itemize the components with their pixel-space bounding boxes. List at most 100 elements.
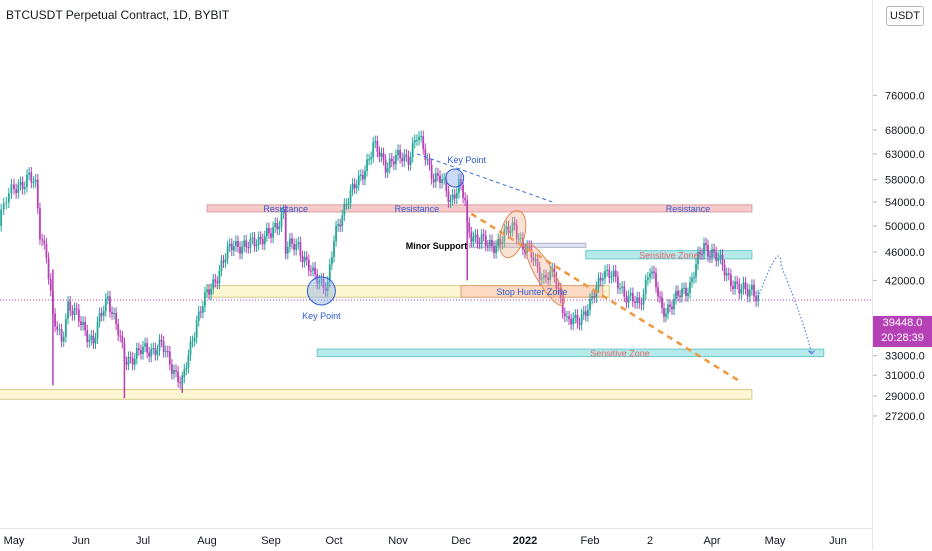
candle-body — [441, 179, 443, 183]
candle-body — [67, 301, 69, 319]
candle-body — [131, 357, 134, 365]
candle-body — [723, 265, 726, 276]
price-axis[interactable]: 76000.0 68000.0 63000.0 58000.0 54000.0 50000… — [872, 0, 932, 550]
candle-body — [755, 296, 757, 302]
candle-body — [307, 260, 310, 271]
candle-body — [495, 245, 497, 254]
candle-body — [572, 317, 575, 325]
candle-body — [181, 377, 184, 384]
candle-body — [476, 234, 479, 243]
candle-body — [432, 178, 435, 183]
candle-body — [88, 339, 91, 343]
candle-body — [709, 256, 711, 258]
candle-body — [491, 239, 493, 247]
candle-body — [168, 351, 171, 365]
candle-body — [357, 175, 360, 186]
candle-body — [320, 278, 323, 281]
candle-body — [468, 222, 471, 233]
trendline-blue — [416, 153, 553, 203]
candle-body — [746, 288, 749, 297]
candle-body — [536, 258, 539, 268]
candle-body — [96, 322, 99, 339]
candle-body — [559, 288, 562, 298]
candle-body — [753, 284, 755, 297]
candle-body — [214, 279, 217, 282]
candle-body — [140, 350, 142, 354]
candle-body — [455, 192, 458, 199]
candle-body — [744, 282, 747, 289]
candle-body — [54, 313, 56, 327]
candle-body — [90, 335, 93, 340]
candle-body — [437, 173, 439, 176]
candle-body — [318, 280, 321, 284]
candle-body — [146, 343, 149, 353]
candle-body — [257, 236, 260, 245]
candle-body — [675, 290, 677, 299]
candle-body — [474, 234, 477, 237]
zone-support-2 — [0, 389, 753, 400]
candle-body — [270, 233, 272, 238]
candle-body — [206, 289, 208, 293]
candle-body — [534, 258, 537, 261]
candle-body — [703, 243, 705, 255]
candle-body — [109, 296, 111, 312]
candle-body — [591, 296, 594, 299]
last-price-tag: 39448.0 20:28:39 — [873, 316, 932, 347]
price-chart[interactable]: Resistance Resistance Resistance Minor Supp… — [0, 0, 872, 528]
candle-body — [316, 274, 319, 284]
candle-body — [428, 159, 431, 165]
candle-body — [32, 181, 35, 183]
candle-body — [449, 200, 452, 203]
candle-body — [384, 159, 387, 173]
candle-body — [580, 314, 583, 325]
candle-body — [629, 292, 632, 296]
candle-body — [503, 229, 506, 242]
candle-body — [60, 329, 63, 342]
candle-body — [299, 242, 302, 257]
time-tick-label: Apr — [703, 535, 720, 547]
candle-body — [460, 178, 462, 185]
candle-body — [326, 281, 329, 291]
time-tick-label: Aug — [197, 535, 217, 547]
candle-body — [524, 249, 526, 253]
price-tick-label: 58000.0 — [885, 175, 925, 187]
candle-body — [212, 279, 215, 289]
candle-body — [341, 215, 344, 227]
candle-body — [614, 270, 617, 277]
candle-body — [19, 182, 22, 185]
zone-resistance-0 — [206, 204, 753, 213]
candle-body — [740, 289, 743, 294]
candle-body — [164, 351, 167, 353]
chart-title: BTCUSDT Perpetual Contract, 1D, BYBIT — [6, 8, 230, 22]
candle-body — [597, 277, 600, 288]
candle-body — [711, 249, 713, 258]
time-tick-label: Oct — [325, 535, 342, 547]
price-tick-label: 33000.0 — [885, 351, 925, 363]
candle-body — [193, 337, 196, 341]
candle-body — [239, 246, 241, 254]
label-layer: Resistance Resistance Resistance Minor Supp… — [263, 155, 710, 358]
zone-stop_hunter-6 — [460, 285, 604, 298]
time-axis[interactable]: May Jun Jul Aug Sep Oct Nov Dec 2022 Feb 2 Apr May Ju… — [0, 528, 872, 551]
zone-label-stop_hunter-6: Stop Hunter Zone — [496, 287, 567, 297]
candle-body — [45, 243, 48, 258]
candle-body — [224, 258, 227, 263]
candle-body — [185, 367, 188, 370]
candle-body — [649, 273, 651, 278]
candle-body — [757, 295, 760, 302]
candle-body — [528, 245, 531, 247]
time-tick-label: May — [765, 535, 786, 547]
candle-body — [121, 336, 124, 343]
currency-badge[interactable]: USDT — [886, 6, 924, 26]
candle-body — [49, 278, 52, 291]
candle-body — [142, 346, 144, 354]
candle-body — [727, 273, 730, 275]
candle-body — [701, 253, 703, 255]
candle-body — [135, 348, 138, 359]
candle-body — [736, 281, 739, 284]
candle-body — [470, 232, 473, 242]
candle-body — [187, 355, 190, 368]
candle-body — [593, 296, 596, 298]
candle-body — [499, 239, 502, 244]
